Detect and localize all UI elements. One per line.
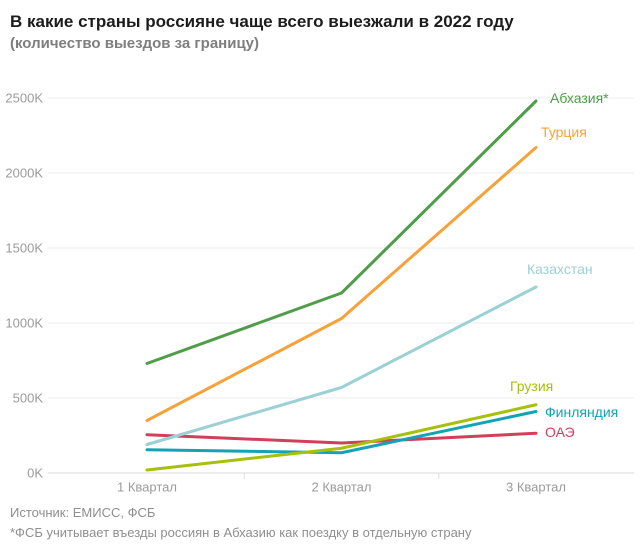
chart-title: В какие страны россияне чаще всего выезж… [10, 12, 514, 31]
series-line-abkhazia[interactable] [145, 99, 538, 365]
y-axis-tick-label: 1000K [5, 316, 43, 331]
series-line-georgia[interactable] [145, 403, 538, 472]
x-axis-tick-label: 1 Квартал [117, 480, 177, 495]
series-label-turkey: Турция [541, 124, 587, 140]
chart-footer: Источник: ЕМИСС, ФСБ *ФСБ учитывает въез… [10, 503, 635, 543]
chart-header: В какие страны россияне чаще всего выезж… [10, 11, 630, 53]
series-line-turkey[interactable] [145, 146, 538, 422]
series-label-finland: Финляндия [545, 404, 618, 420]
y-axis-tick-label: 1500K [5, 241, 43, 256]
chart-subtitle: (количество выездов за границу) [10, 35, 260, 53]
series-line-kazakhstan[interactable] [145, 285, 538, 446]
series-line-finland[interactable] [145, 410, 538, 455]
series-label-georgia: Грузия [510, 378, 553, 394]
y-axis-tick-label: 2000K [5, 166, 43, 181]
source-note: Источник: ЕМИСС, ФСБ [10, 505, 156, 520]
y-axis-tick-label: 2500K [5, 91, 43, 106]
y-axis-tick-label: 0K [27, 466, 43, 481]
series-label-abkhazia: Абхазия* [550, 90, 609, 106]
series-line-uae[interactable] [145, 431, 538, 445]
y-axis-tick-label: 500K [13, 391, 44, 406]
x-axis-tick-label: 2 Квартал [312, 480, 372, 495]
series-label-kazakhstan: Казахстан [527, 261, 593, 277]
footnote: *ФСБ учитывает въезды россиян в Абхазию … [10, 525, 472, 540]
x-axis-tick-label: 3 Квартал [506, 480, 566, 495]
series-label-uae: ОАЭ [545, 424, 575, 440]
